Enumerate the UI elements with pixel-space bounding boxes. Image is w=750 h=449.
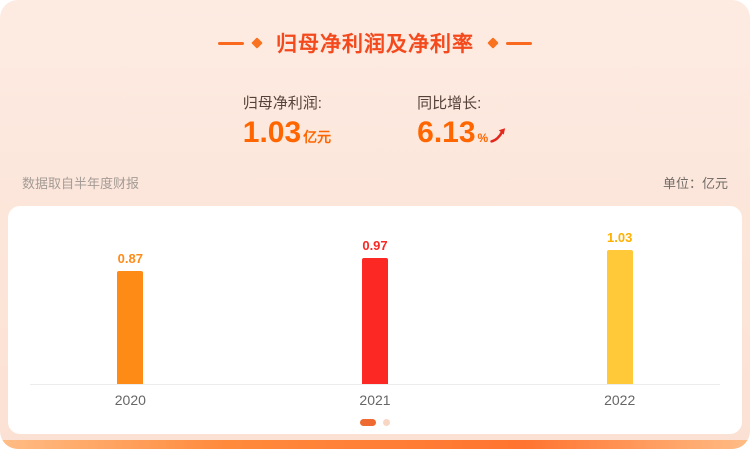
stat-net-profit-unit: 亿元 [303, 129, 332, 145]
x-axis-label: 2020 [114, 391, 146, 408]
x-axis-line [30, 383, 720, 385]
x-axis-label: 2021 [359, 391, 391, 408]
carousel-dots [8, 418, 742, 426]
card-footer-accent [0, 440, 750, 449]
bar-group-2022: 1.03 2022 [497, 206, 742, 412]
bar-group-2020: 0.87 2020 [8, 206, 253, 412]
x-axis-label: 2022 [604, 391, 636, 408]
meta-row: 数据取自半年度财报 单位：亿元 [0, 173, 750, 192]
card-header: 归母净利润及净利率 [0, 0, 750, 58]
unit-note: 单位：亿元 [662, 175, 728, 191]
title-diamond-right-icon [487, 37, 499, 49]
stat-yoy-growth-label: 同比增长: [417, 95, 482, 112]
bar-value-label: 1.03 [607, 229, 633, 245]
bar-chart-plot-area: 0.87 2020 0.97 2021 1.03 2022 [8, 206, 742, 412]
title-dash-right-icon [506, 41, 532, 45]
chart-bar [117, 270, 144, 384]
stat-net-profit-value: 1.03 [242, 116, 302, 149]
page-title: 归母净利润及净利率 [276, 33, 474, 56]
stat-yoy-growth-value: 6.13 [417, 116, 476, 149]
bar-chart-panel: 0.87 2020 0.97 2021 1.03 2022 [8, 205, 742, 434]
bar-value-label: 0.87 [117, 250, 143, 266]
chart-bar [362, 257, 388, 384]
carousel-dot[interactable] [383, 418, 390, 426]
stat-yoy-growth-unit: % [477, 131, 489, 145]
bar-value-label: 0.97 [362, 237, 388, 253]
title-dash-left-icon [218, 41, 244, 45]
stat-net-profit: 归母净利润: 1.03 亿元 [243, 92, 331, 149]
stat-yoy-growth: 同比增长: 6.13 % [417, 92, 507, 149]
stat-net-profit-label: 归母净利润: [242, 95, 322, 112]
bar-group-2021: 0.97 2021 [253, 206, 498, 412]
stats-row: 归母净利润: 1.03 亿元 同比增长: 6.13 % [0, 92, 750, 149]
chart-bar [606, 249, 633, 384]
title-diamond-left-icon [251, 37, 263, 49]
trend-up-arrow-icon [490, 127, 507, 149]
source-note: 数据取自半年度财报 [22, 175, 140, 191]
carousel-dot-active[interactable] [360, 418, 376, 426]
